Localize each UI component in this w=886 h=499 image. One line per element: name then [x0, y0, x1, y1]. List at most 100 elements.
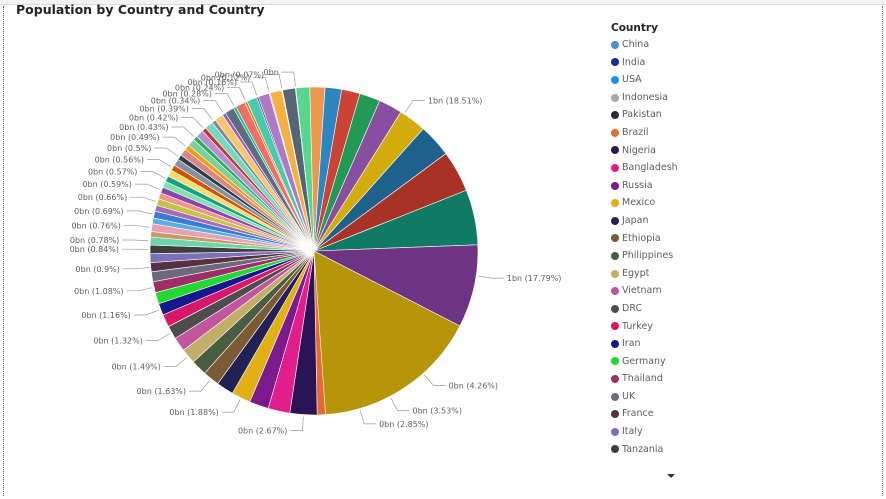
legend-marker-icon	[611, 339, 619, 348]
legend-marker-icon	[611, 410, 619, 419]
legend-label: Turkey	[622, 320, 653, 332]
data-label: 1bn (17.79%)	[507, 274, 562, 283]
legend-marker-icon	[611, 181, 619, 190]
label-leader-line	[189, 379, 211, 392]
label-leader-line	[162, 136, 186, 147]
label-leader-line	[390, 397, 410, 411]
data-label: 0bn (4.26%)	[449, 382, 498, 391]
label-leader-line	[154, 147, 179, 157]
legend-label: Ethiopia	[622, 232, 661, 244]
legend-marker-icon	[611, 128, 619, 137]
legend-marker-icon	[611, 234, 619, 243]
legend-scroll-down-icon[interactable]	[667, 474, 675, 478]
legend-marker-icon	[611, 199, 619, 208]
legend-marker-icon	[611, 269, 619, 278]
data-label: 0bn (1.49%)	[111, 363, 160, 372]
legend-marker-icon	[611, 111, 619, 120]
label-leader-line	[191, 108, 213, 120]
legend-item[interactable]: UK	[611, 388, 711, 406]
legend-label: Pakistan	[622, 109, 662, 121]
legend-item[interactable]: DRC	[611, 300, 711, 318]
data-label: 0bn	[264, 68, 279, 77]
data-label: 0bn (0.34%)	[151, 97, 200, 106]
data-label: 0bn (1.08%)	[74, 287, 123, 296]
legend-label: Italy	[622, 426, 643, 438]
chart-legend: Country China India USA Indonesia Pakistan Br…	[611, 20, 711, 456]
legend-item[interactable]: Egypt	[611, 265, 711, 283]
data-label: 0bn (2.67%)	[238, 427, 287, 436]
label-leader-line	[290, 416, 304, 431]
legend-label: Japan	[622, 214, 649, 226]
data-label: 0bn (0.12%)	[201, 74, 250, 83]
legend-title: Country	[611, 22, 658, 34]
legend-marker-icon	[611, 287, 619, 296]
legend-item[interactable]: Germany	[611, 353, 711, 371]
label-leader-line	[123, 224, 150, 228]
data-label: 0bn (0.07%)	[215, 70, 264, 79]
legend-item[interactable]: India	[611, 54, 711, 72]
legend-items: China India USA Indonesia Pakistan Brazil Nige…	[611, 36, 711, 456]
legend-item[interactable]: Thailand	[611, 370, 711, 388]
legend-marker-icon	[611, 216, 619, 225]
label-leader-line	[214, 93, 235, 106]
legend-label: Thailand	[622, 373, 663, 385]
legend-item[interactable]: USA	[611, 71, 711, 89]
legend-marker-icon	[611, 40, 619, 49]
legend-item[interactable]: Tanzania	[611, 441, 711, 456]
legend-label: Russia	[622, 179, 653, 191]
label-leader-line	[424, 374, 446, 386]
chart-title: Population by Country and Country	[16, 2, 265, 17]
legend-label: Indonesia	[622, 91, 668, 103]
data-label: 0bn (0.59%)	[82, 180, 131, 189]
label-leader-line	[130, 196, 156, 202]
legend-label: Tanzania	[622, 443, 664, 455]
legend-item[interactable]: Vietnam	[611, 282, 711, 300]
legend-label: India	[622, 56, 646, 68]
legend-item[interactable]: Philippines	[611, 247, 711, 265]
legend-item[interactable]: Italy	[611, 423, 711, 441]
legend-marker-icon	[611, 163, 619, 172]
legend-label: DRC	[622, 302, 643, 314]
data-label: 0bn (0.49%)	[110, 133, 159, 142]
legend-marker-icon	[611, 427, 619, 436]
label-leader-line	[134, 183, 161, 190]
legend-marker-icon	[611, 251, 619, 260]
legend-item[interactable]: Iran	[611, 335, 711, 353]
legend-item[interactable]: Indonesia	[611, 89, 711, 107]
legend-item[interactable]: Turkey	[611, 318, 711, 336]
visual-right-border	[882, 6, 883, 496]
legend-item[interactable]: Nigeria	[611, 142, 711, 160]
label-leader-line	[163, 357, 187, 367]
data-label: 0bn (0.16%)	[188, 78, 237, 87]
data-label: 0bn (0.57%)	[88, 168, 137, 177]
label-leader-line	[122, 267, 149, 270]
label-leader-line	[253, 77, 270, 92]
label-leader-line	[126, 210, 153, 215]
legend-item[interactable]: Mexico	[611, 194, 711, 212]
legend-item[interactable]: Ethiopia	[611, 230, 711, 248]
pie-slice[interactable]	[313, 250, 461, 415]
label-leader-line	[126, 287, 153, 292]
legend-item[interactable]: Brazil	[611, 124, 711, 142]
legend-label: USA	[622, 74, 642, 86]
data-label: 0bn (1.16%)	[81, 311, 130, 320]
label-leader-line	[267, 74, 283, 89]
legend-marker-icon	[611, 93, 619, 102]
legend-item[interactable]: Russia	[611, 177, 711, 195]
data-label: 0bn (0.43%)	[119, 123, 168, 132]
label-leader-line	[140, 171, 166, 179]
data-label: 0bn (1.32%)	[93, 337, 142, 346]
legend-item[interactable]: Bangladesh	[611, 159, 711, 177]
legend-item[interactable]: Japan	[611, 212, 711, 230]
legend-item[interactable]: China	[611, 36, 711, 54]
data-label: 0bn (0.24%)	[175, 83, 224, 92]
legend-label: Bangladesh	[622, 162, 678, 174]
legend-item[interactable]: Pakistan	[611, 106, 711, 124]
legend-marker-icon	[611, 75, 619, 84]
data-label: 0bn (1.88%)	[169, 408, 218, 417]
legend-marker-icon	[611, 375, 619, 384]
legend-item[interactable]: France	[611, 405, 711, 423]
label-leader-line	[478, 275, 504, 279]
legend-marker-icon	[611, 392, 619, 401]
